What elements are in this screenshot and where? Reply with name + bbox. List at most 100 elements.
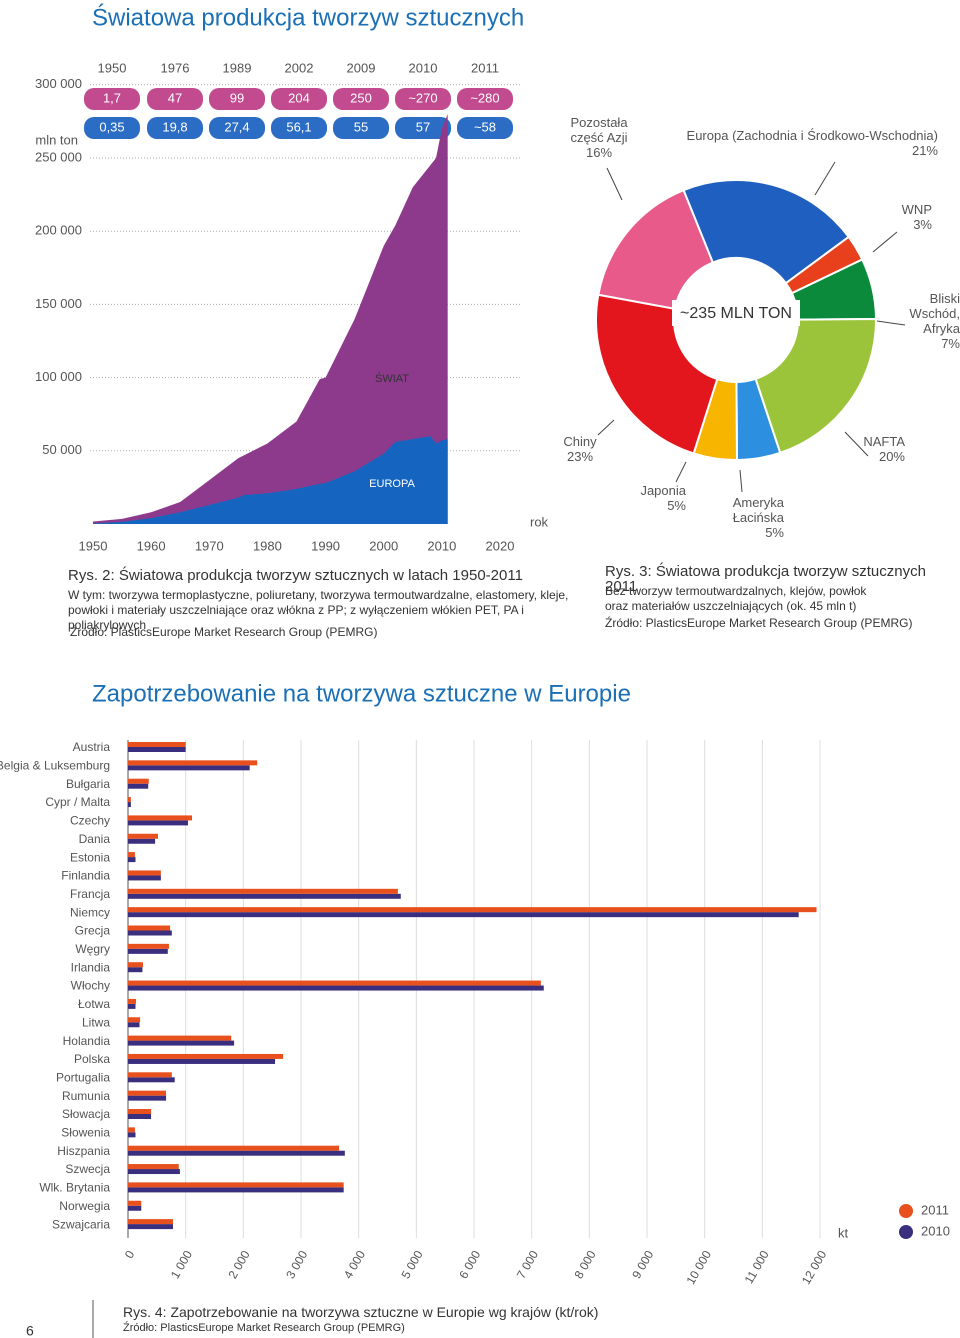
year-label: 1976 bbox=[161, 60, 190, 75]
bar bbox=[128, 1109, 152, 1114]
value-pill bbox=[209, 117, 265, 139]
category-name: NAFTA bbox=[863, 434, 905, 449]
bar bbox=[128, 985, 544, 991]
year-label: 1989 bbox=[223, 60, 252, 75]
x-axis-label: kt bbox=[838, 1225, 849, 1240]
bar bbox=[128, 893, 401, 899]
y-tick-label: 200 000 bbox=[35, 223, 82, 238]
leader-lines bbox=[597, 161, 906, 493]
page-number: 6 bbox=[26, 1323, 34, 1338]
legend-swatch bbox=[899, 1225, 913, 1239]
bar bbox=[128, 907, 817, 913]
table-value: ~270 bbox=[408, 90, 437, 105]
caption-source: Źródło: PlasticsEurope Market Research G… bbox=[70, 625, 378, 639]
table-value: 1,7 bbox=[103, 90, 121, 105]
value-pill bbox=[395, 117, 451, 139]
area bbox=[93, 436, 448, 524]
bar bbox=[128, 1224, 173, 1230]
bar bbox=[128, 948, 168, 954]
table-value: 27,4 bbox=[224, 119, 249, 134]
y-tick-label: Estonia bbox=[70, 850, 110, 864]
y-tick-label: Szwecja bbox=[65, 1162, 110, 1176]
y-tick-label: Hiszpania bbox=[57, 1144, 110, 1158]
bar bbox=[128, 1187, 344, 1193]
x-tick-label: 4 000 bbox=[341, 1248, 368, 1281]
y-tick-label: Bułgaria bbox=[66, 777, 110, 791]
bar bbox=[128, 1022, 140, 1028]
bar bbox=[128, 930, 172, 936]
series-label: EUROPA bbox=[369, 478, 415, 490]
year-label: 1950 bbox=[98, 60, 127, 75]
x-tick-label: 2010 bbox=[427, 538, 456, 553]
bar bbox=[128, 1040, 235, 1046]
bar bbox=[128, 760, 258, 766]
bar bbox=[128, 1035, 232, 1041]
bar bbox=[128, 980, 541, 986]
table-value: 19,8 bbox=[162, 119, 187, 134]
leader-line bbox=[872, 231, 898, 253]
value-pill bbox=[457, 117, 513, 139]
leader-line bbox=[675, 461, 687, 483]
table-value: 47 bbox=[168, 90, 182, 105]
category-name: Japonia bbox=[640, 483, 686, 498]
bar bbox=[128, 1132, 136, 1138]
y-tick-label: Wlk. Brytania bbox=[39, 1181, 110, 1195]
bar bbox=[128, 1150, 345, 1156]
bar bbox=[128, 1072, 172, 1078]
y-tick-label: Słowacja bbox=[62, 1107, 110, 1121]
value-pill bbox=[457, 88, 513, 110]
bar bbox=[128, 1169, 180, 1175]
y-tick-label: Włochy bbox=[71, 979, 110, 993]
y-tick-label: Polska bbox=[74, 1052, 110, 1066]
y-tick-label: Rumunia bbox=[62, 1089, 110, 1103]
bar bbox=[128, 1145, 340, 1151]
category-name: Ameryka Łacińska bbox=[732, 495, 784, 525]
legend-label: 2010 bbox=[921, 1223, 950, 1238]
y-tick-label: Niemcy bbox=[70, 905, 110, 919]
legend-label: 2011 bbox=[921, 1202, 949, 1217]
table-value: 56,1 bbox=[286, 119, 311, 134]
pie-label: Bliski Wschód, Afryka 7% bbox=[895, 291, 960, 351]
bar bbox=[128, 912, 799, 918]
table-value: ~280 bbox=[470, 90, 499, 105]
section-title: Zapotrzebowanie na tworzywa sztuczne w E… bbox=[92, 680, 631, 707]
percent-label: 7% bbox=[941, 336, 960, 351]
center-box bbox=[672, 300, 800, 326]
y-tick-label: Portugalia bbox=[56, 1070, 110, 1084]
bar bbox=[128, 1058, 276, 1064]
area bbox=[93, 114, 448, 524]
x-tick-label: 2 000 bbox=[226, 1248, 253, 1281]
year-label: 2002 bbox=[285, 60, 314, 75]
y-tick-label: Grecja bbox=[75, 924, 111, 938]
bar bbox=[128, 998, 137, 1004]
caption-title: Rys. 3: Światowa produkcja tworzyw sztuc… bbox=[605, 563, 926, 595]
y-tick-label: Litwa bbox=[82, 1015, 110, 1029]
bar bbox=[128, 875, 161, 881]
table-value: 57 bbox=[416, 119, 430, 134]
percent-label: 23% bbox=[566, 449, 594, 464]
bar bbox=[128, 1114, 152, 1119]
caption-source: Źródło: PlasticsEurope Market Research G… bbox=[605, 616, 913, 630]
pie-slice bbox=[682, 179, 851, 285]
x-axis-label: rok bbox=[530, 514, 549, 529]
caption-source: Źródło: PlasticsEurope Market Research G… bbox=[123, 1322, 405, 1334]
x-tick-label: 5 000 bbox=[399, 1248, 426, 1281]
category-name: WNP bbox=[901, 202, 932, 217]
category-name: Chiny bbox=[563, 434, 597, 449]
percent-label: 21% bbox=[911, 143, 938, 158]
y-tick-label: Cypr / Malta bbox=[45, 795, 110, 809]
y-tick-label: Dania bbox=[79, 832, 111, 846]
x-tick-label: 1970 bbox=[195, 538, 224, 553]
percent-label: 3% bbox=[913, 217, 932, 232]
bar bbox=[128, 797, 131, 803]
pie-label: Pozostała część Azji 16% bbox=[564, 115, 634, 160]
leader-line bbox=[606, 167, 623, 201]
y-tick-label: Austria bbox=[73, 740, 111, 754]
y-tick-label: 100 000 bbox=[35, 369, 82, 384]
table-value: ~58 bbox=[474, 119, 496, 134]
caption-title: Rys. 2: Światowa produkcja tworzyw sztuc… bbox=[68, 567, 523, 584]
bar bbox=[128, 943, 169, 949]
x-tick-label: 1960 bbox=[137, 538, 166, 553]
bar bbox=[128, 967, 143, 973]
leader-line bbox=[739, 469, 743, 493]
